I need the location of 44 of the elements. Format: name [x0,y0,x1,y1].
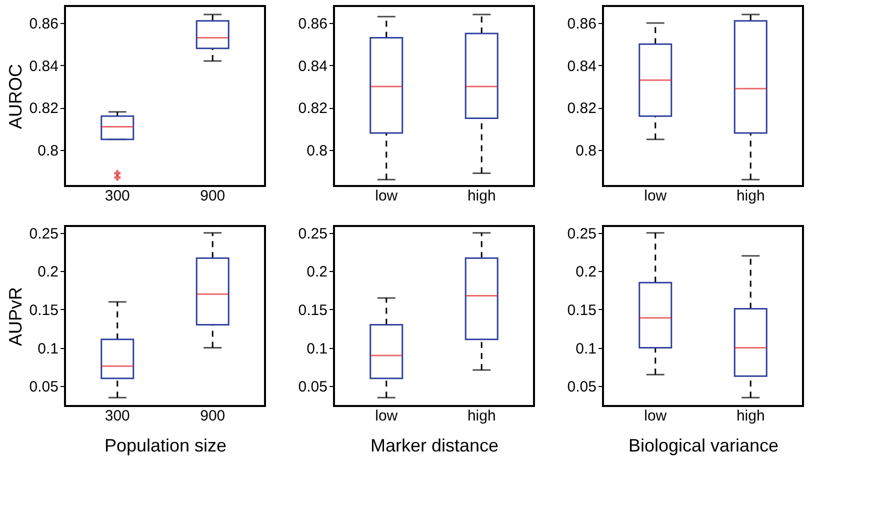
y-tick-label: 0.2 [576,264,596,281]
x-tick-label: high [467,188,496,204]
x-tick-label: high [736,408,765,424]
y-tick-label: 0.1 [306,340,328,358]
y-tick-label: 0.2 [306,264,328,281]
y-tick-label: 0.25 [298,225,328,242]
y-tick-label: 0.82 [29,100,58,118]
x-tick-label: 900 [200,188,226,204]
y-tick-label: 0.15 [567,302,596,319]
x-tick-label: high [736,188,765,204]
y-tick-label: 0.2 [38,264,58,281]
y-tick-label: 0.05 [298,378,328,396]
y-tick-label: 0.25 [567,225,596,242]
y-tick-label: 0.86 [567,15,596,32]
x-tick-label: low [644,188,667,204]
x-tick-label: low [644,408,667,424]
y-tick-label: 0.05 [29,378,58,396]
y-tick-label: 0.86 [298,15,328,32]
y-axis-title: AUPvR [5,286,26,346]
y-tick-label: 0.84 [29,58,58,75]
y-tick-label: 0.82 [298,100,328,118]
x-tick-label: low [375,408,398,424]
x-tick-label: 300 [104,188,130,204]
y-tick-label: 0.05 [567,378,596,396]
y-tick-label: 0.15 [29,302,58,319]
x-tick-label: low [375,188,398,204]
y-tick-label: 0.8 [576,142,596,160]
x-tick-label: 900 [200,408,226,424]
y-tick-label: 0.25 [29,225,58,242]
x-axis-title: Biological variance [628,436,779,456]
x-tick-label: 300 [104,408,130,424]
x-axis-title: Marker distance [370,436,499,456]
y-axis-title: AUROC [5,64,26,130]
y-tick-label: 0.1 [576,340,596,358]
x-axis-title: Population size [104,436,227,456]
y-tick-label: 0.15 [298,302,328,319]
y-tick-label: 0.84 [298,58,328,75]
y-tick-label: 0.1 [38,340,58,358]
y-tick-label: 0.84 [567,58,596,75]
x-tick-label: high [467,408,496,424]
y-tick-label: 0.8 [38,142,58,160]
y-tick-label: 0.82 [567,100,596,118]
y-tick-label: 0.8 [306,142,328,160]
y-tick-label: 0.86 [29,15,58,32]
